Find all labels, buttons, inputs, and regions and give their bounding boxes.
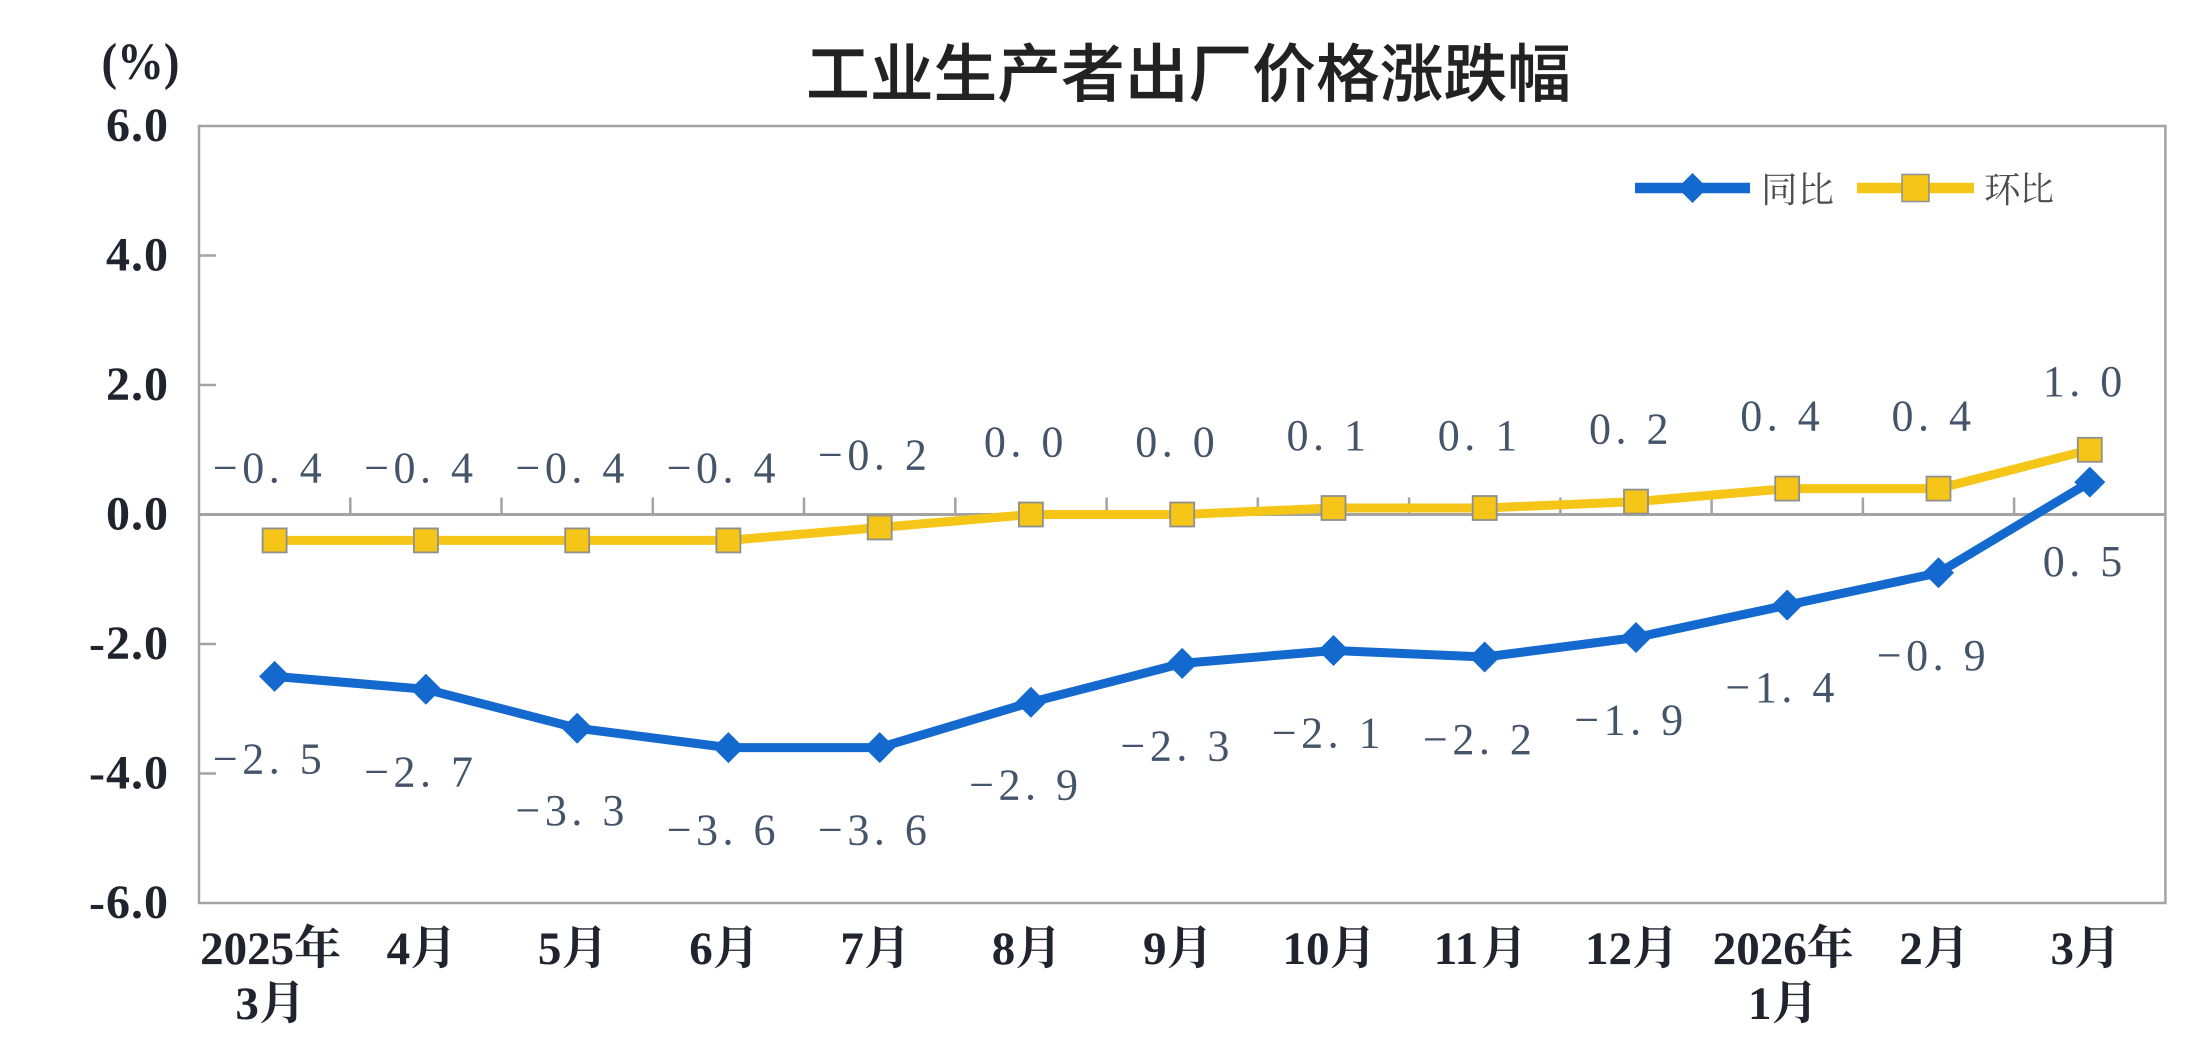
svg-text:−3. 6: −3. 6: [818, 806, 931, 855]
svg-text:−0. 2: −0. 2: [818, 431, 931, 480]
svg-text:1: 1: [1748, 978, 1772, 1030]
svg-text:3: 3: [235, 978, 259, 1030]
svg-text:−2. 3: −2. 3: [1121, 721, 1234, 770]
svg-text:0. 1: 0. 1: [1287, 411, 1371, 460]
svg-text:3: 3: [2051, 923, 2075, 975]
svg-text:2.0: 2.0: [106, 358, 169, 411]
svg-text:−2. 1: −2. 1: [1272, 709, 1385, 758]
svg-text:−0. 4: −0. 4: [364, 443, 477, 492]
svg-text:12: 12: [1585, 923, 1632, 975]
svg-text:−0. 9: −0. 9: [1877, 631, 1990, 680]
svg-text:−0. 4: −0. 4: [516, 443, 629, 492]
svg-text:6: 6: [689, 923, 713, 975]
svg-text:2026: 2026: [1713, 923, 1807, 975]
svg-text:-2.0: -2.0: [89, 617, 169, 670]
svg-text:10: 10: [1283, 923, 1330, 975]
svg-text:0. 4: 0. 4: [1740, 392, 1824, 441]
svg-text:−1. 4: −1. 4: [1726, 663, 1839, 712]
svg-text:0. 2: 0. 2: [1589, 405, 1673, 454]
svg-text:−2. 9: −2. 9: [969, 760, 1082, 809]
svg-text:−0. 4: −0. 4: [213, 443, 326, 492]
svg-text:7: 7: [840, 923, 864, 975]
svg-text:−2. 5: −2. 5: [213, 734, 326, 783]
svg-text:4.0: 4.0: [106, 229, 169, 282]
svg-text:−3. 3: −3. 3: [516, 786, 629, 835]
svg-text:0. 0: 0. 0: [984, 418, 1068, 467]
svg-text:4: 4: [387, 923, 411, 975]
svg-text:9: 9: [1143, 923, 1167, 975]
svg-text:0.0: 0.0: [106, 488, 169, 541]
svg-text:-4.0: -4.0: [89, 747, 169, 800]
svg-text:0. 4: 0. 4: [1892, 392, 1976, 441]
svg-text:8: 8: [992, 923, 1016, 975]
svg-text:0. 1: 0. 1: [1438, 411, 1522, 460]
svg-text:0. 5: 0. 5: [2043, 537, 2127, 586]
svg-text:11: 11: [1434, 923, 1478, 975]
svg-text:−0. 4: −0. 4: [667, 443, 780, 492]
svg-text:2: 2: [1899, 923, 1923, 975]
svg-text:-6.0: -6.0: [89, 876, 169, 929]
svg-text:−3. 6: −3. 6: [667, 806, 780, 855]
svg-text:(%): (%): [102, 33, 180, 91]
svg-text:−1. 9: −1. 9: [1574, 696, 1687, 745]
svg-text:−2. 7: −2. 7: [364, 747, 477, 796]
svg-text:−2. 2: −2. 2: [1423, 715, 1536, 764]
svg-text:5: 5: [538, 923, 562, 975]
svg-text:1. 0: 1. 0: [2043, 357, 2127, 406]
svg-text:6.0: 6.0: [106, 99, 169, 152]
svg-text:2025: 2025: [200, 923, 294, 975]
svg-text:0. 0: 0. 0: [1135, 418, 1219, 467]
